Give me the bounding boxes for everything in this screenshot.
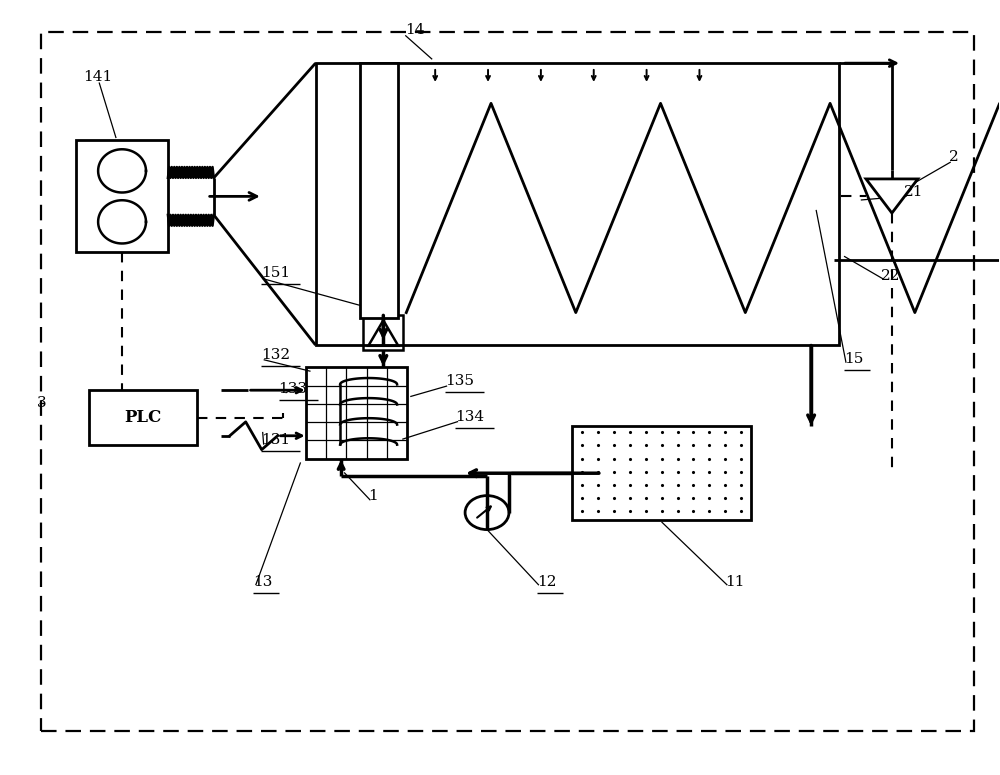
Text: 13: 13 [253, 575, 272, 589]
Bar [89, 390, 197, 446]
Bar [572, 426, 751, 520]
Bar [76, 140, 168, 253]
Text: 14: 14 [405, 23, 425, 37]
Text: 3: 3 [37, 396, 47, 410]
Text: 15: 15 [844, 352, 863, 366]
Text: 12: 12 [537, 575, 556, 589]
Text: 11: 11 [725, 575, 745, 589]
Text: 141: 141 [83, 70, 112, 84]
Text: 151: 151 [261, 266, 290, 281]
Text: 22: 22 [881, 268, 900, 283]
Bar [316, 64, 839, 345]
Bar [363, 315, 403, 350]
Bar [306, 367, 407, 459]
Text: 133: 133 [279, 382, 308, 396]
Text: 135: 135 [445, 374, 474, 388]
Polygon shape [866, 179, 918, 213]
Text: 134: 134 [455, 410, 484, 424]
Bar [360, 64, 398, 318]
Text: 2: 2 [949, 150, 958, 164]
Text: 132: 132 [261, 348, 290, 362]
Text: 1: 1 [368, 488, 378, 503]
Text: 131: 131 [261, 433, 290, 447]
Text: PLC: PLC [124, 409, 162, 426]
Text: 21: 21 [904, 185, 923, 199]
